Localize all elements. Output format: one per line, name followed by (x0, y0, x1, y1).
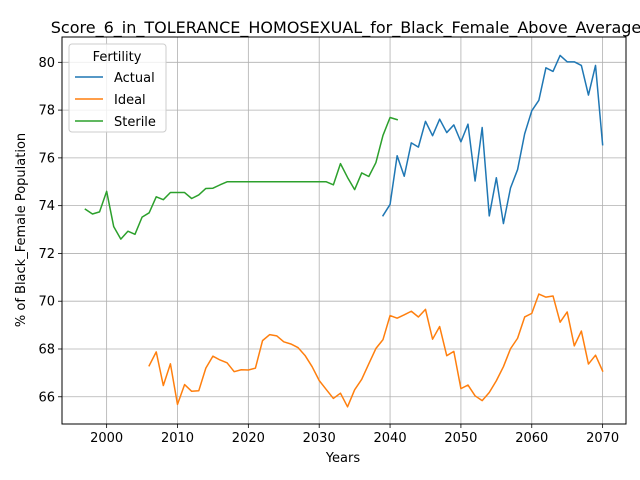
y-tick-label: 80 (38, 56, 55, 71)
chart-title: Score_6_in_TOLERANCE_HOMOSEXUAL_for_Blac… (51, 18, 640, 38)
legend-label-ideal: Ideal (114, 93, 146, 108)
x-tick-label: 2040 (374, 431, 407, 446)
legend-title: Fertility (93, 50, 142, 65)
y-tick-label: 78 (38, 104, 55, 119)
y-tick-label: 68 (38, 342, 55, 357)
series-line-ideal (148, 293, 604, 408)
x-tick-label: 2050 (444, 431, 477, 446)
legend-box (68, 43, 167, 133)
series-group (84, 54, 604, 408)
series-line-sterile (84, 116, 399, 240)
y-tick-label: 66 (38, 390, 55, 405)
legend: Fertility Actual Ideal Sterile (68, 43, 167, 133)
x-tick-label: 2000 (90, 431, 123, 446)
x-tick-label: 2070 (586, 431, 619, 446)
x-tick-label: 2020 (232, 431, 265, 446)
y-tick-label: 76 (38, 151, 55, 166)
y-axis: 66 68 70 72 74 76 78 80 (38, 56, 62, 405)
x-tick-label: 2060 (515, 431, 548, 446)
x-tick-label: 2010 (161, 431, 194, 446)
x-tick-label: 2030 (303, 431, 336, 446)
y-tick-label: 74 (38, 199, 55, 214)
series-line-actual (381, 54, 604, 225)
plot-frame (61, 36, 627, 425)
legend-label-sterile: Sterile (114, 115, 156, 130)
y-tick-label: 70 (38, 295, 55, 310)
legend-label-actual: Actual (114, 71, 155, 86)
grid (62, 37, 626, 424)
x-axis: 2000 2010 2020 2030 2040 2050 2060 2070 (90, 424, 619, 446)
x-axis-label: Years (325, 451, 361, 466)
y-tick-label: 72 (38, 247, 55, 262)
y-axis-label: % of Black_Female Population (14, 133, 29, 327)
